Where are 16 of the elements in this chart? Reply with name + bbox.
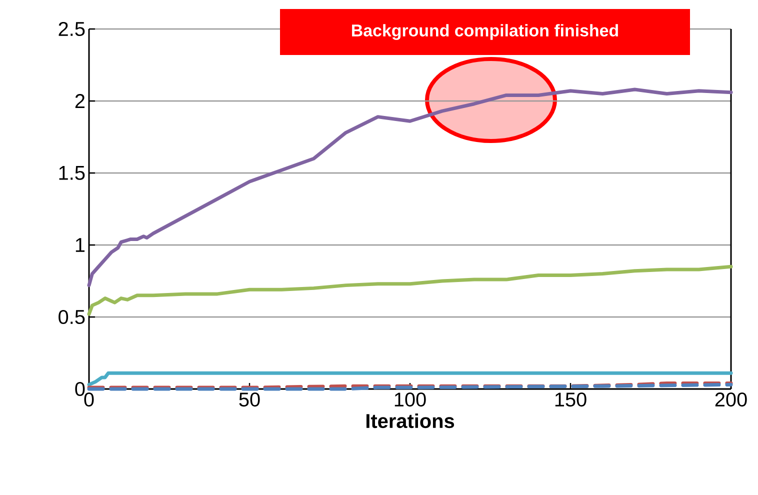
y-tick-label: 0 [75,382,85,396]
x-axis-title: Iterations [366,413,454,428]
line-series [87,371,733,386]
annotation: Background compilation finished [352,24,618,40]
x-tick-label: 200 [715,392,747,407]
y-tick-label: 2.5 [58,22,85,36]
line-series [87,264,733,316]
x-tick-label: 150 [555,392,586,407]
y-tick-label: 1 [76,238,85,252]
x-tick-label: 0 [84,392,94,407]
y-tick-label: 2 [75,94,84,108]
x-tick-label: 50 [239,392,260,407]
x-tick-label: 100 [394,392,426,407]
y-tick-label: 0.5 [58,310,85,324]
line-series [87,88,733,288]
y-tick-label: 1.5 [59,166,85,180]
